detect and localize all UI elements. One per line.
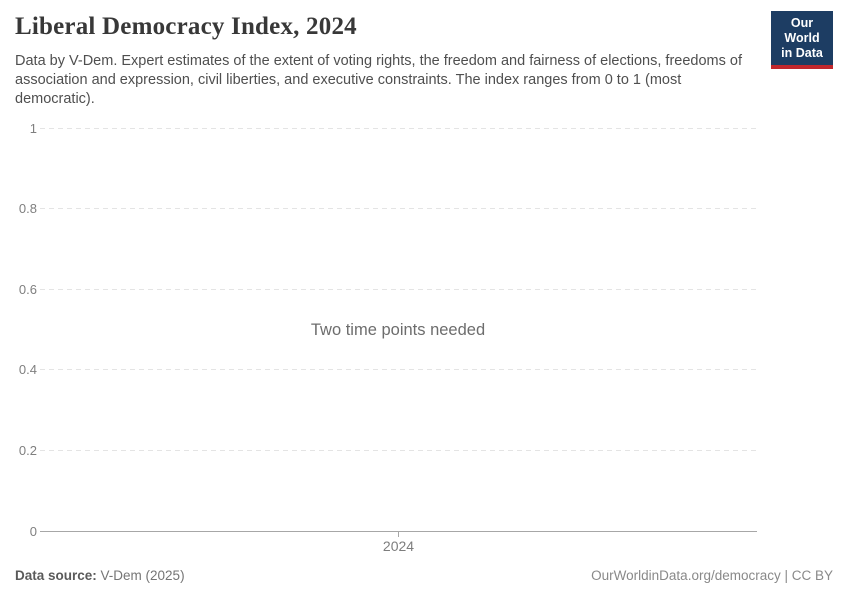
x-tick-label: 2024 (382, 538, 415, 554)
owid-logo-line1: Our World (784, 16, 820, 45)
data-source: Data source: V-Dem (2025) (15, 568, 185, 583)
y-tick-label: 1 (29, 121, 37, 136)
gridline-0-6 (40, 289, 756, 290)
gridline-0-8 (40, 208, 756, 209)
chart-subtitle: Data by V-Dem. Expert estimates of the e… (15, 53, 742, 107)
license-link[interactable]: OurWorldinData.org/democracy | CC BY (591, 568, 833, 583)
y-tick-label: 0.6 (18, 282, 37, 297)
y-tick-label: 0.4 (18, 362, 37, 377)
gridline-1 (40, 128, 756, 129)
y-tick-label: 0.8 (18, 201, 37, 216)
owid-logo-line2: in Data (781, 46, 823, 60)
gridline-0-4 (40, 369, 756, 370)
x-tick-mark (398, 531, 399, 537)
y-tick-label: 0.2 (18, 443, 37, 458)
chart-title: Liberal Democracy Index, 2024 (15, 13, 357, 40)
data-source-label: Data source: (15, 568, 97, 583)
data-source-value: V-Dem (2025) (96, 568, 185, 583)
empty-state-message: Two time points needed (310, 321, 486, 339)
chart-footer: Data source: V-Dem (2025) OurWorldinData… (15, 568, 833, 583)
owid-logo[interactable]: Our World in Data (771, 11, 833, 69)
gridline-0-2 (40, 450, 756, 451)
y-tick-label: 0 (29, 524, 37, 539)
